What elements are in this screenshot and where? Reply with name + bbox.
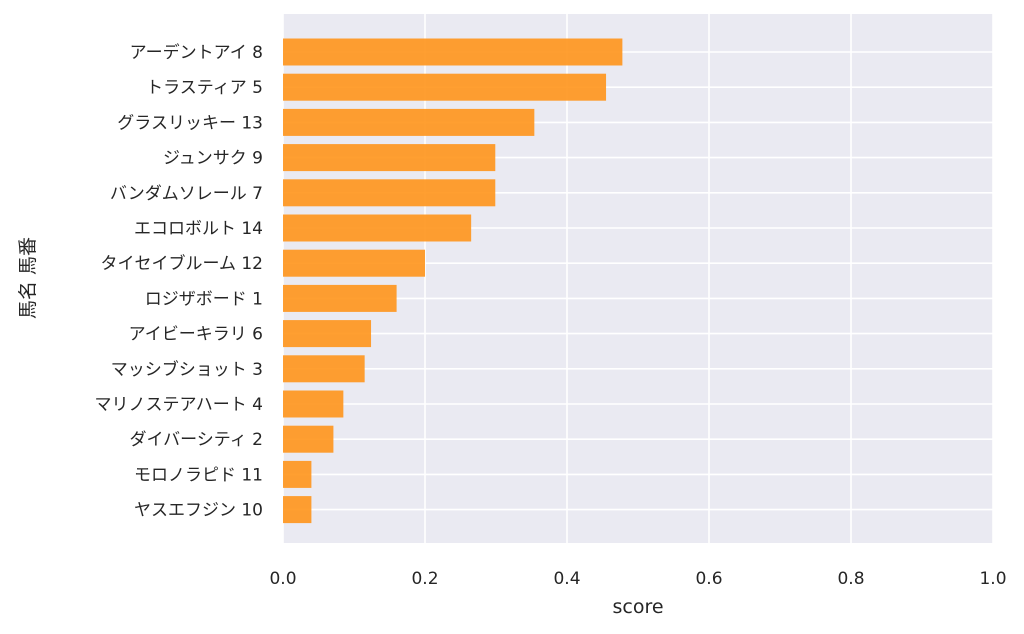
bar bbox=[283, 214, 472, 242]
bars bbox=[283, 38, 623, 524]
bar bbox=[283, 249, 425, 277]
bar bbox=[283, 179, 496, 207]
bar bbox=[283, 38, 623, 66]
bar bbox=[283, 390, 344, 418]
y-tick-label: マリノステアハート 4 bbox=[94, 395, 263, 415]
bar bbox=[283, 355, 365, 383]
bar bbox=[283, 425, 334, 453]
y-tick-label: グラスリッキー 13 bbox=[117, 113, 263, 133]
bar bbox=[283, 284, 397, 312]
y-tick-label: ジュンサク 9 bbox=[163, 149, 263, 169]
bar bbox=[283, 73, 607, 101]
x-tick-labels: 0.0 0.2 0.4 0.6 0.8 1.0 bbox=[269, 569, 1006, 589]
y-tick-label: ヤスエフジン 10 bbox=[134, 501, 263, 521]
y-tick-label: バンダムソレール 7 bbox=[110, 184, 263, 204]
y-tick-label: トラスティア 5 bbox=[146, 78, 263, 98]
y-tick-label: ダイバーシティ 2 bbox=[129, 430, 263, 450]
x-tick-label: 1.0 bbox=[979, 569, 1006, 589]
y-tick-label: ロジザボード 1 bbox=[145, 289, 263, 309]
x-tick-label: 0.4 bbox=[553, 569, 580, 589]
x-tick-label: 0.6 bbox=[695, 569, 722, 589]
y-tick-labels: アーデントアイ 8 トラスティア 5 グラスリッキー 13 ジュンサク 9 バンダムソレ… bbox=[94, 42, 263, 521]
y-tick-label: モロノラピド 11 bbox=[134, 465, 263, 485]
y-tick-label: アーデントアイ 8 bbox=[130, 42, 263, 63]
y-tick-label: タイセイブルーム 12 bbox=[100, 253, 263, 274]
x-tick-label: 0.0 bbox=[269, 569, 296, 589]
bar bbox=[283, 496, 312, 524]
x-axis-title: score bbox=[612, 596, 663, 618]
y-tick-label: アイビーキラリ 6 bbox=[129, 325, 263, 345]
y-tick-label: マッシブショット 3 bbox=[111, 359, 263, 380]
bar bbox=[283, 320, 372, 348]
y-axis-title: 馬名 馬番 bbox=[17, 237, 39, 319]
bar bbox=[283, 460, 312, 488]
bar bbox=[283, 144, 496, 172]
x-tick-label: 0.8 bbox=[837, 569, 864, 589]
bar bbox=[283, 108, 535, 136]
y-tick-label: エコロボルト 14 bbox=[134, 219, 263, 239]
x-tick-label: 0.2 bbox=[411, 569, 438, 589]
plot-background bbox=[283, 14, 993, 543]
